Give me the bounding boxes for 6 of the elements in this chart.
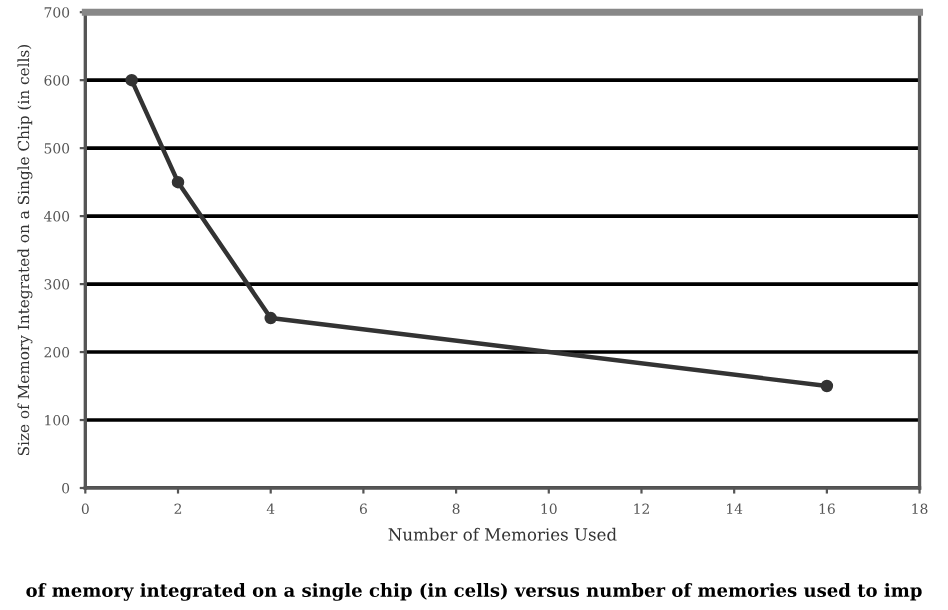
text: of memory integrated on a single chip (in cells) versus number of memories used to imp bbox=[26, 583, 922, 601]
point bbox=[820, 379, 834, 393]
point bbox=[125, 73, 138, 87]
x-axis-title: Number of Memories Used bbox=[388, 527, 617, 541]
point bbox=[171, 175, 185, 189]
point bbox=[264, 311, 277, 325]
